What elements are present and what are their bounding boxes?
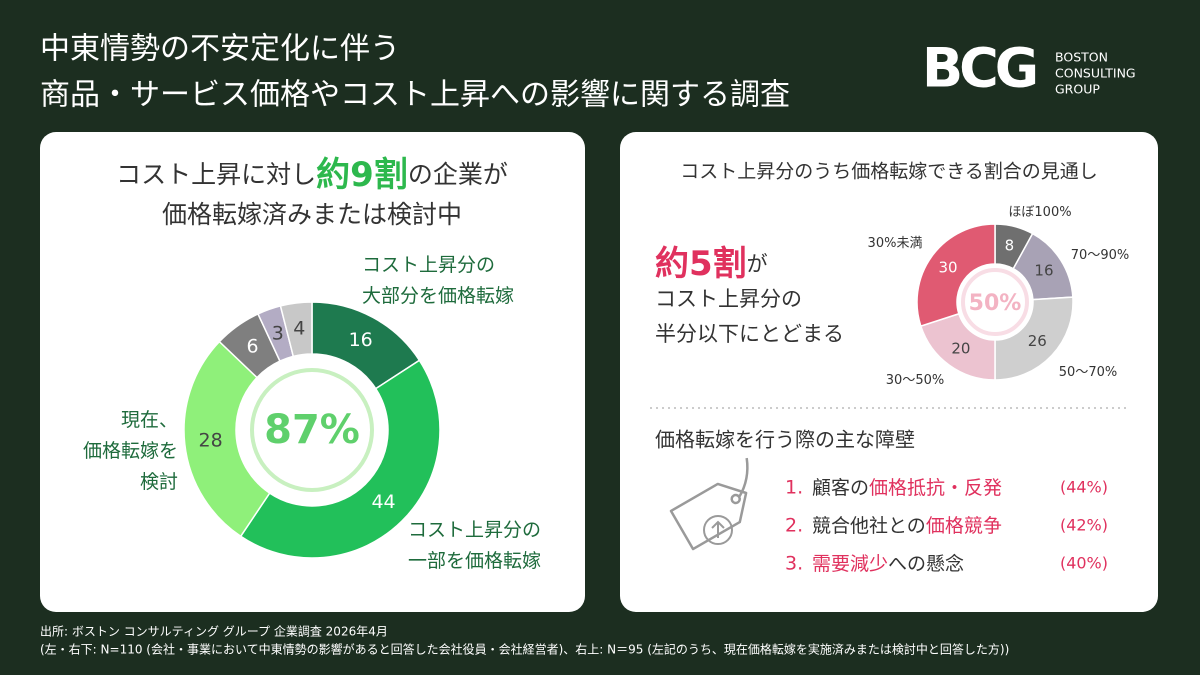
value-label: 44 <box>371 491 395 513</box>
center-ring <box>961 268 1029 336</box>
barriers-title: 価格転嫁を行う際の主な障壁 <box>655 428 915 452</box>
barrier-share: (44%) <box>1060 478 1108 497</box>
value-label: 28 <box>199 430 223 452</box>
headline: コスト上昇に対し約9割の企業が <box>116 155 508 195</box>
category-line: ほぼ100% <box>1008 205 1071 220</box>
value-label: 30 <box>939 258 958 276</box>
barrier-text: 需要減少への懸念 <box>812 552 964 575</box>
footnote: 出所: ボストン コンサルティング グループ 企業調査 2026年4月 <box>40 624 388 639</box>
category-label: コスト上昇分の大部分を価格転嫁 <box>362 254 514 307</box>
barrier-highlight: 価格抵抗・反発 <box>869 477 1002 499</box>
category-label: 50〜70% <box>1059 365 1117 380</box>
tag-icon <box>669 457 749 551</box>
donut-segment <box>994 296 1074 381</box>
arrow-icon <box>703 515 733 545</box>
value-label: 6 <box>247 336 259 358</box>
category-line: 70〜90% <box>1071 248 1129 263</box>
donut-segment <box>916 223 996 328</box>
headline-text: 価格転嫁済みまたは検討中 <box>162 200 462 229</box>
value-label: 26 <box>1028 332 1047 350</box>
logo-text: BOSTON <box>1055 50 1108 65</box>
value-label: 4 <box>293 317 305 339</box>
barrier-share: (40%) <box>1060 554 1108 573</box>
headline: 価格転嫁済みまたは検討中 <box>162 200 462 229</box>
category-line: 30%未満 <box>868 236 923 251</box>
center-label: 87% <box>264 407 360 453</box>
logo-text: CONSULTING <box>1055 66 1136 81</box>
category-label: 現在、価格転嫁を検討 <box>83 409 178 493</box>
category-line: 50〜70% <box>1059 365 1117 380</box>
barrier-text: 競合他社との価格競争 <box>812 515 1002 537</box>
category-label: 30%未満 <box>868 236 923 251</box>
barrier-share: (42%) <box>1060 516 1108 535</box>
chart-title: コスト上昇分のうち価格転嫁できる割合の見通し <box>680 161 1098 183</box>
logo-text: GROUP <box>1055 82 1100 97</box>
headline-highlight: 約5割 <box>655 244 747 284</box>
category-label: コスト上昇分の一部を価格転嫁 <box>408 519 541 572</box>
category-label: 70〜90% <box>1071 248 1129 263</box>
category-line: 現在、 <box>121 409 178 431</box>
headline-text: コスト上昇に対し <box>116 160 316 189</box>
category-label: 30〜50% <box>886 373 944 388</box>
category-line: 一部を価格転嫁 <box>408 550 541 572</box>
category-line: コスト上昇分の <box>362 254 495 276</box>
headline-text: コスト上昇分の <box>655 287 802 311</box>
category-line: 30〜50% <box>886 373 944 388</box>
barrier-rank: 1. <box>785 477 803 499</box>
barrier-text: 顧客の価格抵抗・反発 <box>812 477 1002 499</box>
value-label: 20 <box>951 339 970 357</box>
donut-segment <box>239 359 441 559</box>
value-label: 16 <box>349 329 373 351</box>
category-line: 検討 <box>140 471 178 493</box>
barrier-plain: への懸念 <box>888 552 964 575</box>
category-label: ほぼ100% <box>1008 205 1071 220</box>
headline-text: の企業が <box>408 160 508 189</box>
headline: 半分以下にとどまる <box>655 322 844 346</box>
barrier-rank: 2. <box>785 515 803 537</box>
logo: BCG <box>922 37 1036 100</box>
headline: 約5割が <box>655 244 768 284</box>
category-line: 価格転嫁を <box>83 440 178 462</box>
footnote: (左・右下: N=110 (会社・事業において中東情勢の影響があると回答した会社… <box>40 642 1009 657</box>
headline-text: 半分以下にとどまる <box>655 322 844 346</box>
value-label: 16 <box>1034 261 1053 279</box>
headline-highlight: 約9割 <box>316 155 408 195</box>
donut-segment <box>183 340 271 538</box>
donut-segment <box>279 301 313 358</box>
headline-text: が <box>747 252 768 276</box>
title: 商品・サービス価格やコスト上昇への影響に関する調査 <box>40 78 790 113</box>
barrier-highlight: 価格競争 <box>926 515 1002 537</box>
center-ring <box>250 368 374 492</box>
headline: コスト上昇分の <box>655 287 802 311</box>
barrier-rank: 3. <box>785 553 803 575</box>
barrier-plain: 競合他社との <box>812 515 926 537</box>
value-label: 3 <box>272 322 284 344</box>
title: 中東情勢の不安定化に伴う <box>40 32 400 67</box>
center-label: 50% <box>969 291 1022 316</box>
barrier-highlight: 需要減少 <box>812 553 888 575</box>
category-line: 大部分を価格転嫁 <box>362 285 514 307</box>
barrier-plain: 顧客の <box>812 477 869 499</box>
category-line: コスト上昇分の <box>408 519 541 541</box>
value-label: 8 <box>1005 236 1015 254</box>
